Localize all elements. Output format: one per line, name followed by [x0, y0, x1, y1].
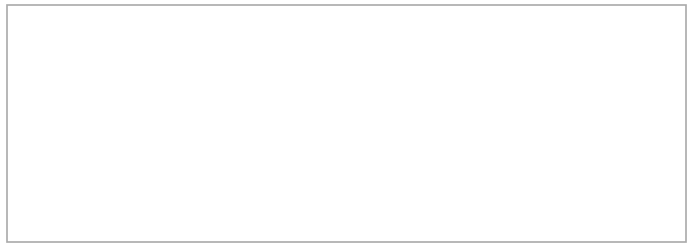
Text: and occurs at (: and occurs at (: [355, 192, 480, 210]
FancyBboxPatch shape: [532, 187, 654, 213]
Text: .: .: [672, 192, 678, 210]
Text: P: P: [202, 192, 211, 210]
Text: P: P: [350, 65, 360, 83]
Text: subject to: subject to: [130, 94, 217, 112]
Text: is: is: [212, 192, 231, 210]
Text: = 8x + 5y: = 8x + 5y: [361, 65, 455, 83]
Text: Solve the following linear programming problem, using the Simplex Method.: Solve the following linear programming p…: [24, 32, 639, 47]
FancyBboxPatch shape: [245, 187, 349, 213]
Text: The maximum value of: The maximum value of: [24, 192, 221, 210]
Text: x: x: [461, 192, 471, 210]
Text: x + 2y ≤ 9: x + 2y ≤ 9: [317, 94, 410, 112]
Text: ,: ,: [469, 192, 480, 210]
Text: (: (: [513, 200, 528, 238]
Text: maximize: maximize: [270, 65, 360, 83]
Text: objective: objective: [130, 65, 210, 83]
Text: 2x + y ≤ 7: 2x + y ≤ 7: [317, 120, 410, 138]
Text: ) =: ) =: [488, 192, 514, 210]
Text: ): ): [658, 200, 673, 238]
Text: x ≥ 0, y ≥ 0: x ≥ 0, y ≥ 0: [317, 145, 421, 164]
Text: y: y: [480, 192, 489, 210]
